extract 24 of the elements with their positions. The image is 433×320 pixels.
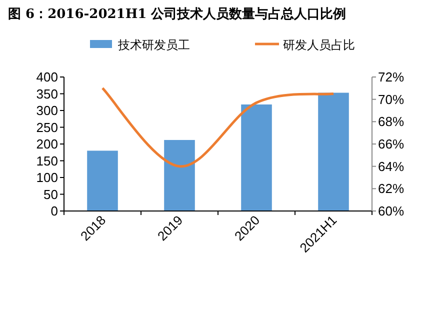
y2-tick-label: 66% [378,136,404,152]
y-tick-label: 0 [50,204,58,218]
bar [318,92,349,211]
y2-tick-label: 68% [378,114,404,130]
y2-tick-label: 72% [378,70,404,84]
bar [164,140,195,211]
y-tick-label: 50 [44,186,58,202]
y-tick-label: 350 [36,86,58,102]
chart-title: 图 6：2016-2021H1 公司技术人员数量与占总人口比例 [8,6,346,22]
y2-tick-label: 64% [378,158,404,174]
y-tick-label: 300 [36,103,58,118]
y-tick-label: 200 [36,136,58,152]
y2-tick-label: 62% [378,181,404,196]
y-tick-label: 400 [36,70,58,84]
y-tick-label: 100 [36,170,58,185]
bar [241,104,272,211]
legend-label: 研发人员占比 [283,38,355,52]
bar [87,150,118,211]
y-tick-label: 150 [36,153,58,168]
y2-tick-label: 70% [378,92,404,107]
legend-label: 技术研发员工 [117,38,190,52]
y-tick-label: 250 [36,120,58,135]
y2-tick-label: 60% [378,204,404,218]
line-series [101,86,335,168]
